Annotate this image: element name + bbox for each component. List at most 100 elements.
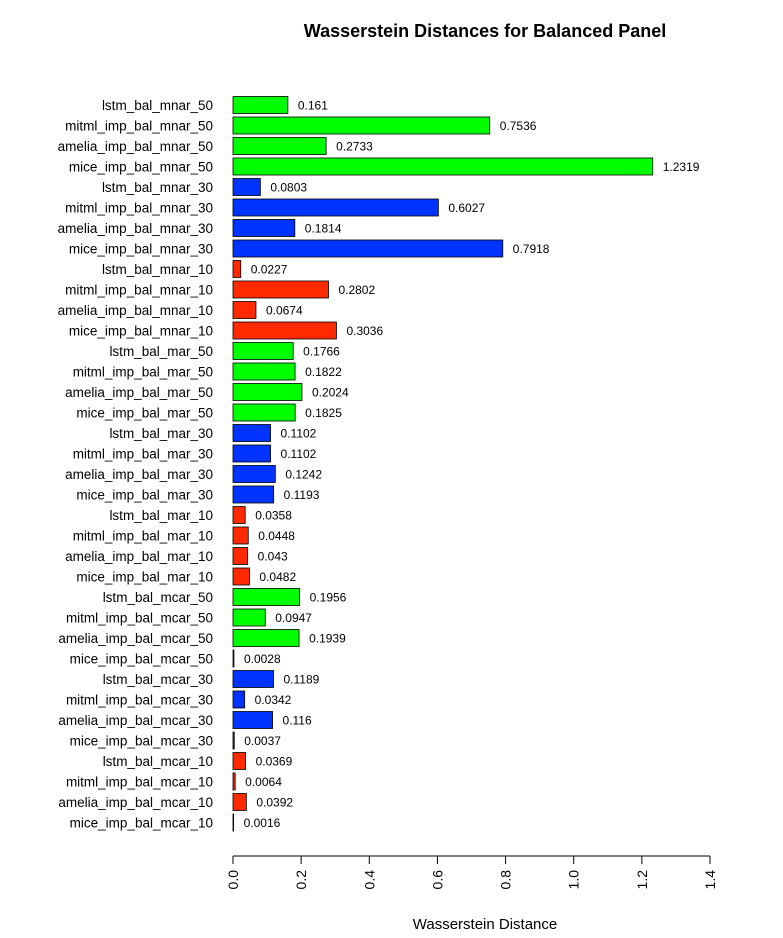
bar-value-label: 0.3036 <box>346 324 383 338</box>
category-label: mice_imp_bal_mnar_10 <box>69 324 213 339</box>
bar-group: mitml_imp_bal_mnar_10 0.2802 <box>65 280 375 299</box>
bar-group: mice_imp_bal_mar_50 0.1825 <box>76 403 342 422</box>
bar-group: amelia_imp_bal_mar_10 0.043 <box>65 547 288 565</box>
bar-value-label: 0.1242 <box>285 468 322 482</box>
bar-value-label: 0.7536 <box>500 119 537 133</box>
bar <box>232 116 491 135</box>
bar-group: mitml_imp_bal_mar_50 0.1822 <box>73 362 342 381</box>
bar-group: lstm_bal_mar_10 0.0358 <box>109 506 292 524</box>
bar-group: amelia_imp_bal_mcar_50 0.1939 <box>58 629 346 647</box>
category-label: amelia_imp_bal_mar_10 <box>65 549 213 564</box>
bar-value-label: 0.0358 <box>255 509 292 523</box>
bar-value-label: 0.1814 <box>305 222 342 236</box>
category-label: mice_imp_bal_mar_50 <box>76 406 213 421</box>
bar-value-label: 0.2733 <box>336 140 373 154</box>
x-tick-label: 1.4 <box>702 870 718 890</box>
category-label: mitml_imp_bal_mnar_10 <box>65 283 213 298</box>
bar <box>232 506 246 524</box>
category-label: lstm_bal_mcar_50 <box>103 590 213 605</box>
category-label: amelia_imp_bal_mar_50 <box>65 385 213 400</box>
chart-title: Wasserstein Distances for Balanced Panel <box>304 21 666 41</box>
bar <box>232 157 654 176</box>
category-label: mitml_imp_bal_mnar_30 <box>65 201 213 216</box>
bar-value-label: 0.0482 <box>259 570 296 584</box>
bar <box>232 383 303 401</box>
bar-value-label: 0.0016 <box>244 816 281 830</box>
category-label: amelia_imp_bal_mnar_30 <box>58 221 213 236</box>
category-label: mice_imp_bal_mnar_30 <box>69 242 213 257</box>
bar-group: mitml_imp_bal_mnar_50 0.7536 <box>65 116 537 135</box>
bar-group: amelia_imp_bal_mcar_30 0.116 <box>58 711 312 729</box>
bar-group: mitml_imp_bal_mcar_30 0.0342 <box>66 690 292 709</box>
category-label: mitml_imp_bal_mcar_30 <box>66 693 213 708</box>
bar <box>232 362 296 381</box>
bar <box>232 260 242 278</box>
bar-group: lstm_bal_mnar_50 0.161 <box>102 96 328 114</box>
bar <box>232 198 439 217</box>
bar-group: amelia_imp_bal_mnar_10 0.0674 <box>58 301 303 319</box>
category-label: amelia_imp_bal_mar_30 <box>65 467 213 482</box>
category-label: mitml_imp_bal_mar_50 <box>73 365 213 380</box>
category-label: lstm_bal_mcar_10 <box>103 754 213 769</box>
bar-group: lstm_bal_mar_30 0.1102 <box>109 424 317 442</box>
bar <box>232 731 235 750</box>
bar-value-label: 0.0037 <box>244 734 281 748</box>
bar <box>232 137 327 155</box>
bar-group: mitml_imp_bal_mcar_50 0.0947 <box>66 608 312 627</box>
category-label: lstm_bal_mnar_50 <box>102 98 213 113</box>
bar <box>232 301 257 319</box>
category-label: amelia_imp_bal_mnar_50 <box>58 139 213 154</box>
bar <box>232 649 235 668</box>
bar-group: mitml_imp_bal_mar_10 0.0448 <box>73 526 295 545</box>
bar <box>232 465 276 483</box>
category-label: lstm_bal_mar_10 <box>109 508 213 523</box>
bar-value-label: 0.7918 <box>513 242 550 256</box>
category-label: mitml_imp_bal_mcar_10 <box>66 775 213 790</box>
bar-group: amelia_imp_bal_mnar_30 0.1814 <box>58 219 342 237</box>
bar-value-label: 0.0227 <box>251 263 288 277</box>
bar <box>232 772 236 791</box>
bar-group: mitml_imp_bal_mnar_30 0.6027 <box>65 198 485 217</box>
category-label: amelia_imp_bal_mcar_30 <box>58 713 213 728</box>
bar <box>232 813 235 832</box>
bar-group: amelia_imp_bal_mar_30 0.1242 <box>65 465 322 483</box>
bar-group: mice_imp_bal_mcar_30 0.0037 <box>70 731 281 750</box>
bar-group: mice_imp_bal_mar_30 0.1193 <box>76 485 320 504</box>
x-tick-label: 0.0 <box>225 870 241 890</box>
bar-value-label: 0.0947 <box>275 611 312 625</box>
bar-group: mice_imp_bal_mnar_50 1.2319 <box>69 157 700 176</box>
x-axis: 0.0 0.2 0.4 0.6 0.8 1.0 1.2 1.4 <box>225 855 718 890</box>
bar <box>232 485 275 504</box>
category-label: lstm_bal_mar_30 <box>109 426 213 441</box>
bar <box>232 342 294 360</box>
category-label: amelia_imp_bal_mcar_10 <box>58 795 213 810</box>
bar <box>232 629 300 647</box>
category-label: mice_imp_bal_mar_30 <box>76 488 213 503</box>
bar <box>232 424 271 442</box>
bar-group: lstm_bal_mar_50 0.1766 <box>109 342 340 360</box>
x-axis-label: Wasserstein Distance <box>413 916 558 933</box>
category-label: lstm_bal_mar_50 <box>109 344 213 359</box>
category-label: mice_imp_bal_mnar_50 <box>69 160 213 175</box>
category-label: mitml_imp_bal_mnar_50 <box>65 119 213 134</box>
bar <box>232 219 296 237</box>
bar <box>232 403 296 422</box>
category-label: mice_imp_bal_mar_10 <box>76 570 213 585</box>
category-label: mitml_imp_bal_mar_10 <box>73 529 213 544</box>
bar-value-label: 0.0028 <box>244 652 281 666</box>
bar-value-label: 0.1189 <box>284 673 320 687</box>
bar-value-label: 0.1102 <box>281 427 317 441</box>
bar-value-label: 0.0369 <box>256 755 293 769</box>
bar-group: mitml_imp_bal_mar_30 0.1102 <box>73 444 317 463</box>
bar-group: mice_imp_bal_mar_10 0.0482 <box>76 567 296 586</box>
category-label: lstm_bal_mnar_30 <box>102 180 213 195</box>
bar-value-label: 0.0448 <box>258 529 295 543</box>
x-tick-label: 1.0 <box>566 870 582 890</box>
bar <box>232 567 250 586</box>
category-label: mice_imp_bal_mcar_50 <box>70 652 213 667</box>
bar <box>232 239 504 258</box>
bar-value-label: 0.0803 <box>270 181 307 195</box>
bar <box>232 670 274 688</box>
bar-value-label: 0.2024 <box>312 386 349 400</box>
